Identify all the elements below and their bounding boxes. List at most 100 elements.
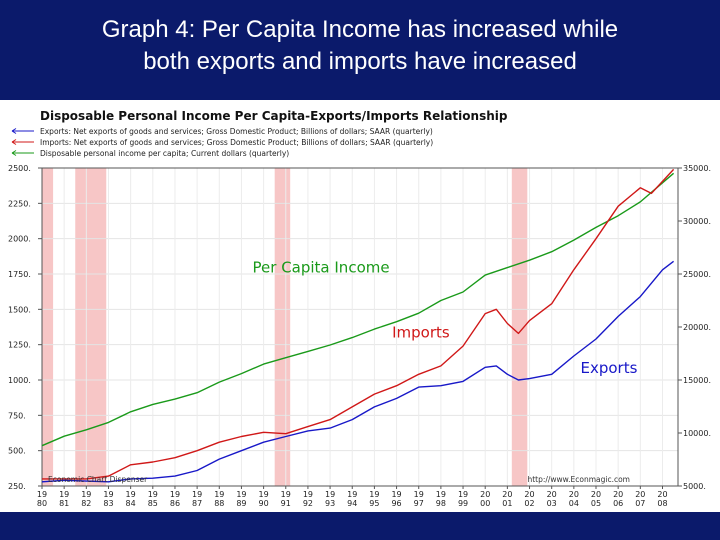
- x-tick-label-century: 19: [148, 490, 158, 499]
- x-tick-label-century: 19: [126, 490, 136, 499]
- slide-title-line-1: Graph 4: Per Capita Income has increased…: [101, 16, 619, 43]
- x-tick-label-year: 95: [369, 499, 379, 508]
- right-tick-label: 10000.: [683, 429, 711, 438]
- income-trade-chart: 250. 500. 750. 1000. 1250. 1500. 1750. 2000. 225…: [8, 109, 711, 508]
- series-lines: [41, 168, 675, 483]
- x-tick-label-year: 01: [502, 499, 512, 508]
- x-tick-label-century: 20: [591, 490, 601, 499]
- x-tick-label-century: 20: [569, 490, 579, 499]
- x-tick-label-century: 19: [458, 490, 468, 499]
- x-tick-label-year: 91: [281, 499, 291, 508]
- x-tick-label-century: 19: [369, 490, 379, 499]
- annotation-exports: Exports: [580, 359, 637, 377]
- series-line-exports: [41, 260, 675, 483]
- x-tick-label-century: 20: [635, 490, 645, 499]
- plot-frame: [41, 167, 679, 487]
- right-tick-label: 5000.: [683, 482, 706, 491]
- x-tick-label-year: 84: [126, 499, 136, 508]
- x-tick-label-year: 03: [547, 499, 557, 508]
- x-tick-label-century: 19: [236, 490, 246, 499]
- x-tick-label-year: 98: [436, 499, 446, 508]
- x-tick-label-year: 06: [613, 499, 623, 508]
- legend-arrow-icon: [11, 139, 17, 145]
- annotations: Per Capita Income Imports Exports Economic …: [48, 259, 638, 484]
- x-tick-label-year: 83: [103, 499, 113, 508]
- legend-entry: Disposable personal income per capita; C…: [40, 149, 289, 158]
- x-tick-label-century: 20: [524, 490, 534, 499]
- x-tick-label-year: 00: [480, 499, 490, 508]
- x-tick-label-century: 19: [103, 490, 113, 499]
- legend-arrow-icon: [11, 128, 17, 134]
- x-tick-label-century: 19: [214, 490, 224, 499]
- recession-band: [75, 168, 107, 486]
- chart-title: Disposable Personal Income Per Capita-Ex…: [40, 109, 508, 123]
- x-tick-label-century: 20: [502, 490, 512, 499]
- x-tick-label-year: 89: [236, 499, 246, 508]
- slide-title-line-2: both exports and imports have increased: [143, 48, 577, 75]
- x-tick-label-century: 19: [259, 490, 269, 499]
- x-tick-label-year: 88: [214, 499, 224, 508]
- annotation-imports: Imports: [392, 324, 450, 342]
- x-tick-label-century: 19: [59, 490, 69, 499]
- x-tick-label-century: 19: [391, 490, 401, 499]
- right-tick-label: 35000.: [683, 164, 711, 173]
- x-tick-label-year: 87: [192, 499, 202, 508]
- x-tick-label-century: 19: [303, 490, 313, 499]
- left-tick-label: 1500.: [8, 305, 31, 314]
- x-tick-label-century: 19: [281, 490, 291, 499]
- left-tick-label: 2500.: [8, 164, 31, 173]
- x-tick-label-year: 80: [37, 499, 47, 508]
- legend-entry: Exports: Net exports of goods and servic…: [40, 127, 433, 136]
- footer-credit: Economic Chart Dispenser: [48, 475, 148, 484]
- footer-url: http://www.Econmagic.com: [527, 475, 630, 484]
- x-tick-label-century: 19: [325, 490, 335, 499]
- left-tick-label: 1000.: [8, 376, 31, 385]
- right-tick-label: 20000.: [683, 323, 711, 332]
- recession-band: [274, 168, 291, 486]
- x-tick-label-year: 99: [458, 499, 468, 508]
- x-tick-label-century: 19: [192, 490, 202, 499]
- recession-band: [511, 168, 528, 486]
- annotation-per-capita-income: Per Capita Income: [253, 259, 390, 277]
- x-tick-label-year: 86: [170, 499, 180, 508]
- right-tick-label: 25000.: [683, 270, 711, 279]
- x-tick-label-year: 08: [657, 499, 667, 508]
- x-tick-label-century: 20: [657, 490, 667, 499]
- recession-shading: [42, 168, 528, 486]
- x-tick-label-century: 20: [480, 490, 490, 499]
- x-tick-label-year: 93: [325, 499, 335, 508]
- legend-arrow-icon: [11, 150, 17, 156]
- left-tick-label: 250.: [8, 482, 26, 491]
- x-tick-label-century: 20: [613, 490, 623, 499]
- bottom-band: [0, 512, 720, 540]
- x-tick-label-year: 92: [303, 499, 313, 508]
- x-tick-label-century: 19: [170, 490, 180, 499]
- chart-panel: 250. 500. 750. 1000. 1250. 1500. 1750. 2000. 225…: [0, 100, 720, 512]
- x-tick-label-year: 07: [635, 499, 645, 508]
- recession-band: [42, 168, 54, 486]
- x-tick-label-century: 19: [347, 490, 357, 499]
- legend-entry: Imports: Net exports of goods and servic…: [40, 138, 433, 147]
- x-tick-label-year: 05: [591, 499, 601, 508]
- x-tick-label-year: 90: [259, 499, 269, 508]
- chart-header: Disposable Personal Income Per Capita-Ex…: [11, 109, 508, 158]
- x-tick-label-century: 19: [37, 490, 47, 499]
- x-tick-label-year: 96: [391, 499, 401, 508]
- axes: 250. 500. 750. 1000. 1250. 1500. 1750. 2000. 225…: [8, 164, 711, 508]
- left-tick-label: 1750.: [8, 270, 31, 279]
- left-tick-label: 750.: [8, 411, 26, 420]
- x-tick-label-century: 19: [414, 490, 424, 499]
- gridlines: [41, 167, 678, 487]
- x-tick-label-year: 04: [569, 499, 579, 508]
- x-tick-label-century: 19: [81, 490, 91, 499]
- right-tick-label: 15000.: [683, 376, 711, 385]
- x-tick-label-century: 19: [436, 490, 446, 499]
- slide-title: Graph 4: Per Capita Income has increased…: [0, 14, 720, 78]
- left-tick-label: 1250.: [8, 341, 31, 350]
- right-tick-label: 30000.: [683, 217, 711, 226]
- left-tick-label: 2000.: [8, 235, 31, 244]
- x-tick-label-year: 81: [59, 499, 69, 508]
- series-line-per-capita-income: [41, 172, 675, 447]
- x-tick-label-year: 82: [81, 499, 91, 508]
- x-tick-label-year: 85: [148, 499, 158, 508]
